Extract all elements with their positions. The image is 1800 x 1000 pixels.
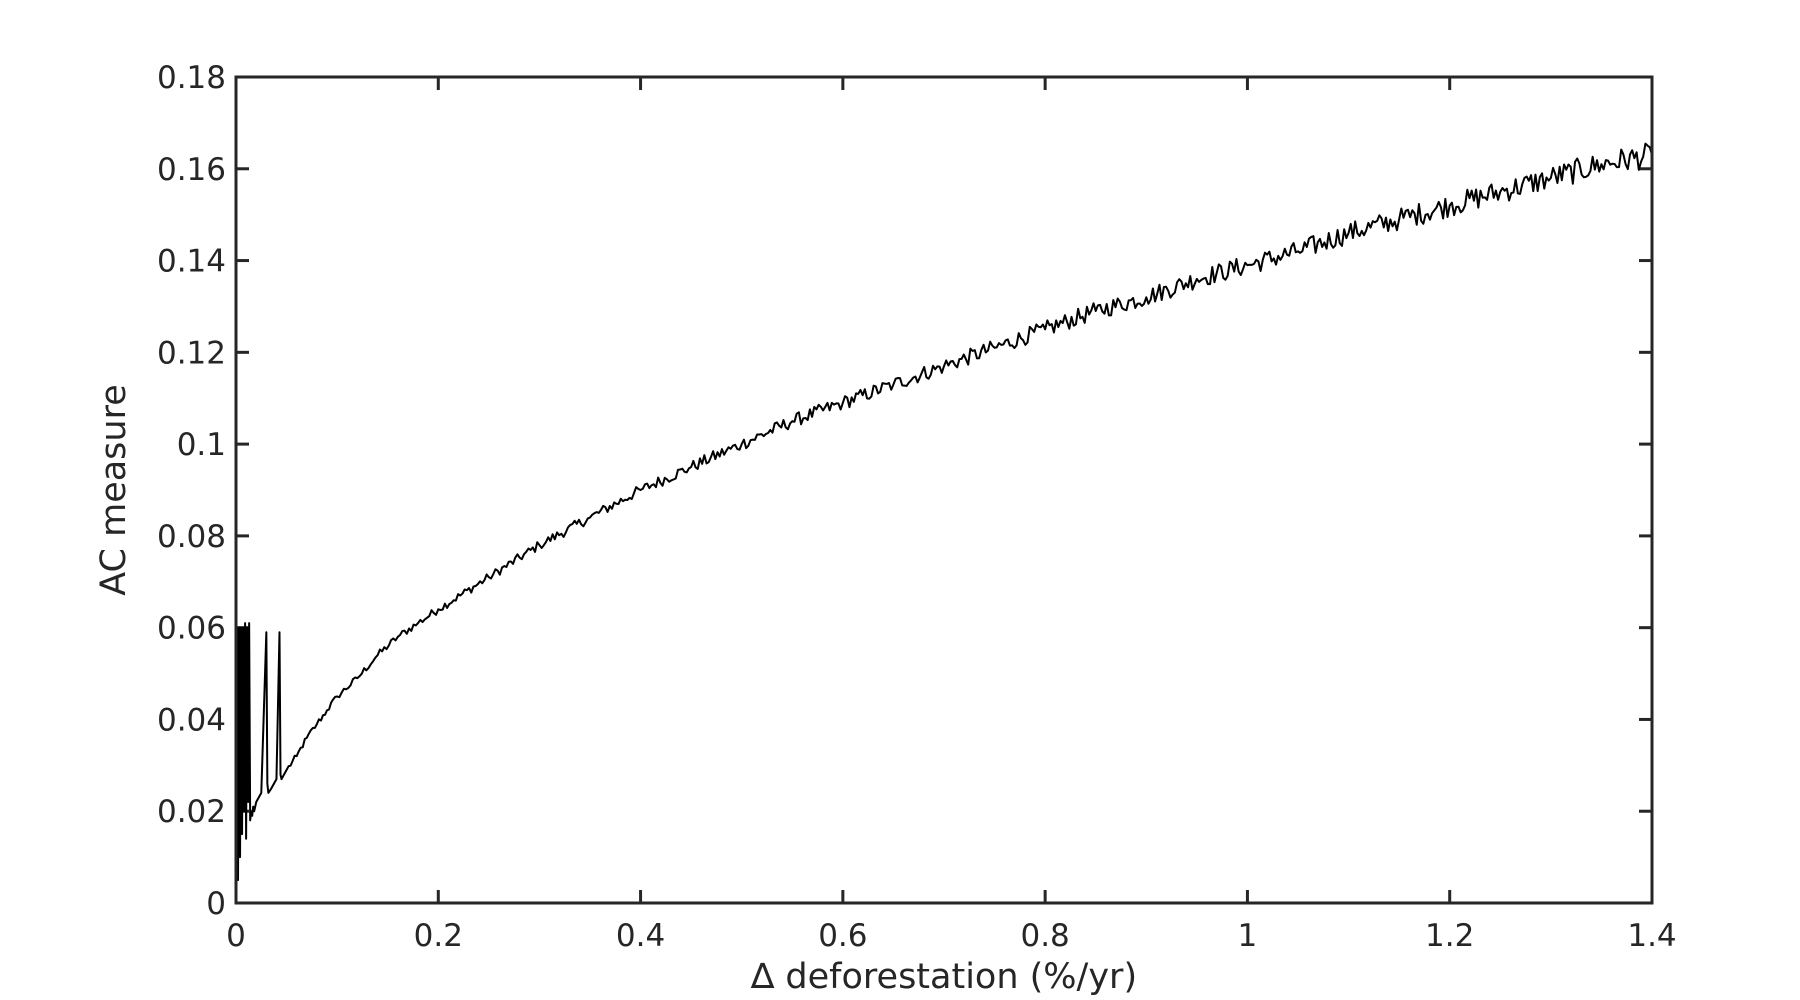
- y-tick-label: 0: [206, 886, 226, 922]
- y-tick-label: 0.1: [177, 427, 226, 463]
- x-tick-labels: 0 0.2 0.4 0.6 0.8 1 1.2 1.4: [226, 918, 1677, 954]
- y-tick-label: 0.14: [157, 244, 226, 280]
- x-tick-label: 0.4: [616, 918, 665, 954]
- y-tick-label: 0.16: [157, 152, 226, 188]
- series-line: [235, 142, 1653, 894]
- y-tick-label: 0.12: [157, 335, 226, 371]
- x-tick-label: 0.8: [1020, 918, 1069, 954]
- y-tick-label: 0.04: [157, 702, 226, 738]
- series-layer: [235, 142, 1653, 894]
- x-tick-label: 0.6: [818, 918, 867, 954]
- y-tick-label: 0.08: [157, 519, 226, 555]
- plot-area-frame: [234, 75, 1654, 905]
- y-tick-label: 0.02: [157, 794, 226, 830]
- x-tick-label: 1.2: [1425, 918, 1474, 954]
- y-tick-labels: 0 0.02 0.04 0.06 0.08 0.1 0.12 0.14 0.16 0.18: [157, 60, 226, 922]
- tick-marks: [234, 75, 1654, 905]
- x-axis-label: ∆ deforestation (%/yr): [750, 957, 1137, 997]
- y-tick-label: 0.06: [157, 611, 226, 647]
- x-tick-label: 0: [226, 918, 246, 954]
- x-tick-label: 0.2: [414, 918, 463, 954]
- x-tick-label: 1.4: [1627, 918, 1676, 954]
- x-tick-label: 1: [1238, 918, 1258, 954]
- y-tick-label: 0.18: [157, 60, 226, 96]
- y-axis-label: AC measure: [94, 384, 134, 596]
